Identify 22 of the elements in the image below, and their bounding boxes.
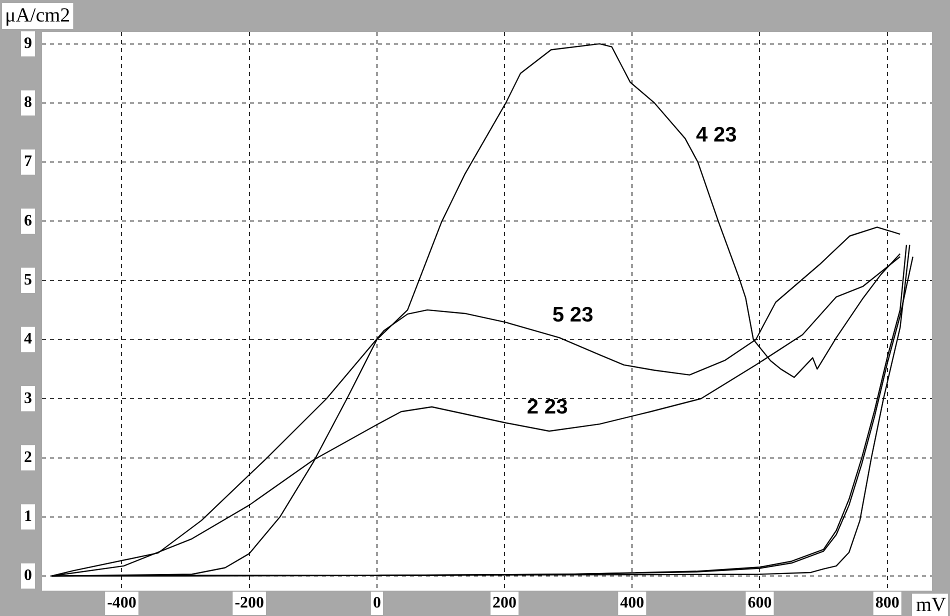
series-label: 4 23 xyxy=(696,123,737,146)
y-tick-label: 6 xyxy=(24,212,32,230)
x-tick-label: -200 xyxy=(234,594,264,612)
y-tick-label: 4 xyxy=(24,330,32,348)
y-tick-label: 7 xyxy=(24,153,32,170)
y-tick-label: 1 xyxy=(24,508,32,526)
x-tick-label: 200 xyxy=(492,594,517,612)
series-label: 5 23 xyxy=(552,304,594,327)
y-tick-label: 8 xyxy=(24,94,32,112)
y-tick-label: 0 xyxy=(24,567,32,584)
y-tick-label: 3 xyxy=(24,390,32,407)
y-tick-label: 2 xyxy=(24,448,32,466)
x-tick-label: 800 xyxy=(875,594,900,612)
x-tick-label: 600 xyxy=(748,594,772,612)
y-tick-label: 9 xyxy=(24,34,32,52)
x-tick-label: -400 xyxy=(107,594,136,612)
x-tick-label: 400 xyxy=(620,594,644,612)
y-tick-label: 5 xyxy=(24,271,32,288)
x-tick-label: 0 xyxy=(372,594,381,612)
y-axis-title: μA/cm2 xyxy=(5,4,70,26)
x-axis-title: mV xyxy=(916,594,947,616)
series-label: 2 23 xyxy=(526,395,568,418)
